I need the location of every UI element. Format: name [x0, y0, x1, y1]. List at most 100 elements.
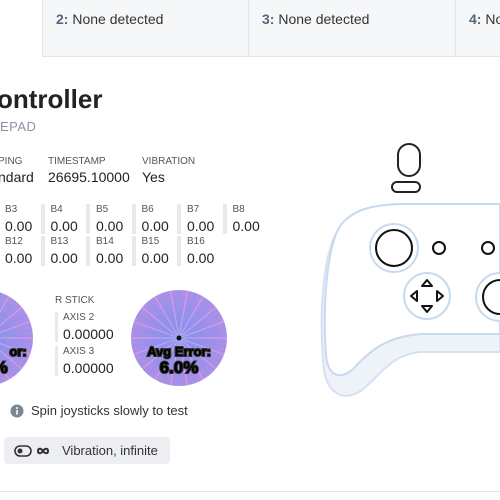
controller-type: EPAD — [0, 119, 37, 134]
button-value: 0.00 — [141, 250, 169, 266]
spoke — [133, 321, 180, 339]
spoke — [0, 296, 10, 314]
button-label: B3 — [5, 204, 18, 215]
button-value: 0.00 — [187, 218, 215, 234]
tab: 4: No — [455, 0, 500, 57]
stick-dot — [176, 335, 182, 341]
spoke — [162, 292, 180, 339]
button-label: B16 — [187, 236, 205, 247]
axis-bar — [55, 312, 58, 342]
button-label: B13 — [50, 236, 69, 247]
spoke — [178, 300, 211, 339]
spoke — [0, 321, 31, 334]
axis-value: 0.00000 — [63, 360, 114, 376]
spoke — [178, 329, 227, 339]
button-label: B12 — [5, 236, 23, 247]
button-cell: B8 0.00 — [222, 204, 265, 234]
spoke — [178, 313, 221, 339]
spoke — [141, 306, 180, 339]
spoke — [178, 292, 196, 339]
spoke — [178, 337, 196, 384]
spoke — [0, 306, 23, 327]
info-value: Yes — [142, 169, 165, 185]
button-value: 0.00 — [96, 250, 124, 266]
spoke — [170, 290, 180, 339]
button-label: B6 — [141, 204, 154, 215]
spoke — [178, 290, 188, 339]
info-icon — [10, 404, 24, 418]
spoke — [0, 340, 33, 347]
button-label: B15 — [141, 236, 160, 247]
vibration-button[interactable]: Vibration, infinite — [4, 437, 170, 464]
button-value: 0.00 — [232, 218, 260, 234]
axis-value: 0.00000 — [63, 326, 114, 342]
spoke — [0, 355, 17, 376]
stick-visuals: or: % Avg Error: 6.0% — [0, 290, 227, 386]
button-cell: B12 0.00 — [0, 236, 37, 266]
spoke — [147, 337, 180, 376]
spoke — [178, 306, 217, 339]
tab-number: 2: — [56, 11, 69, 27]
spoke — [0, 346, 27, 363]
button-value: 0.00 — [5, 250, 33, 266]
spoke — [147, 300, 180, 339]
tab-label: None detected — [72, 11, 164, 27]
button-value: 0.00 — [50, 218, 78, 234]
button-label: B8 — [232, 204, 245, 215]
hint: Spin joysticks slowly to test — [31, 403, 188, 418]
button-value: 0.00 — [141, 218, 169, 234]
button-value: 0.00 — [50, 250, 78, 266]
info-value: 26695.10000 — [48, 169, 130, 185]
spoke — [178, 337, 211, 376]
button-cell: B7 0.00 — [177, 204, 219, 234]
spoke — [133, 337, 180, 355]
axis-label: AXIS 3 — [63, 346, 95, 357]
right-error-label: Avg Error: — [147, 344, 211, 359]
spoke — [178, 337, 188, 386]
button-cell: B15 0.00 — [131, 236, 174, 266]
tab: 3: None detected — [248, 0, 455, 57]
button-label: B5 — [96, 204, 109, 215]
spoke — [0, 342, 31, 355]
spoke — [178, 337, 204, 380]
controller-title: ontroller — [0, 84, 103, 114]
button-label: B7 — [187, 204, 200, 215]
info-label: TIMESTAMP — [48, 156, 106, 167]
info-label: PING — [0, 156, 23, 167]
tab-label: No — [485, 11, 500, 27]
spoke — [137, 337, 180, 363]
divider — [0, 491, 500, 492]
spoke — [131, 329, 180, 339]
button-label: B14 — [96, 236, 114, 247]
tab-label: None detected — [278, 11, 370, 27]
spoke — [178, 321, 225, 339]
spoke — [178, 337, 217, 370]
spoke — [131, 337, 180, 347]
right-error-value: 6.0% — [160, 358, 199, 377]
left-error-value: % — [0, 358, 8, 377]
spoke — [154, 296, 180, 339]
stick-title: R STICK — [55, 295, 95, 306]
axis-bar — [55, 346, 58, 376]
spoke — [178, 337, 227, 347]
vibration-label: Vibration, infinite — [62, 443, 158, 458]
axis-label: AXIS 2 — [63, 312, 95, 323]
button-value: 0.00 — [5, 218, 33, 234]
spoke — [154, 337, 180, 380]
tab: 2: None detected — [42, 0, 248, 57]
spoke — [178, 337, 221, 363]
spoke — [137, 313, 180, 339]
spoke — [0, 300, 17, 321]
spoke — [178, 337, 225, 355]
spoke — [0, 349, 23, 370]
tab-number: 3: — [262, 11, 275, 27]
button-cell: B6 0.00 — [131, 204, 174, 234]
button-value: 0.00 — [187, 250, 215, 266]
spoke — [0, 362, 10, 380]
spoke — [141, 337, 180, 370]
controller-image — [320, 143, 500, 397]
button-label: B4 — [50, 204, 63, 215]
button-cell: B4 0.00 — [40, 204, 83, 234]
button-cell: B5 0.00 — [86, 204, 128, 234]
